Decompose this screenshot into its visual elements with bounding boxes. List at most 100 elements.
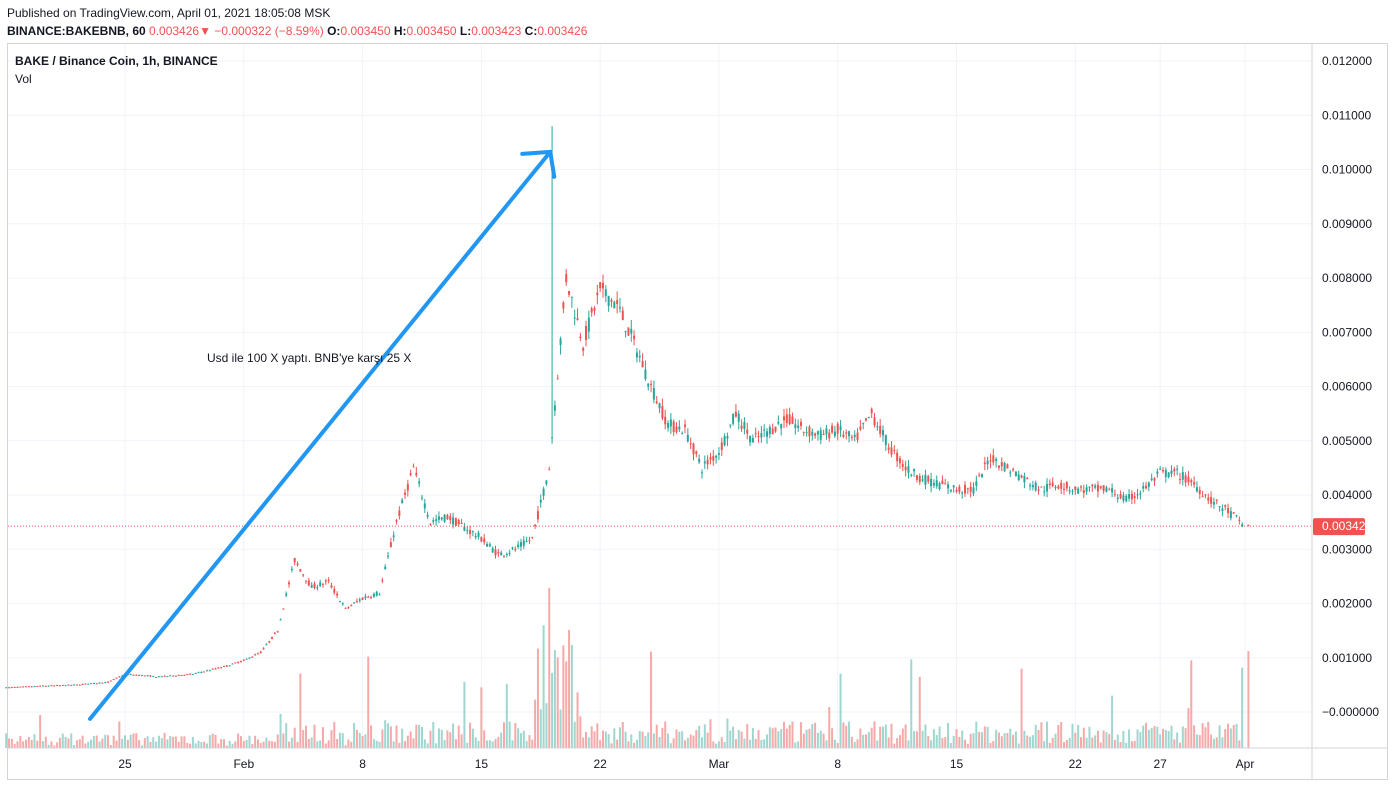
candle-body [112, 679, 115, 681]
candle-body [121, 675, 124, 677]
volume-bar [245, 740, 248, 748]
volume-bar [1111, 695, 1114, 748]
candle-body [239, 660, 242, 662]
volume-bar [576, 692, 579, 748]
volume-bar [879, 726, 882, 748]
candle-body [412, 466, 415, 468]
candle-body [1091, 484, 1094, 487]
volume-bar [692, 735, 695, 748]
volume-bar [980, 732, 983, 748]
candle-body [140, 675, 143, 677]
candle-body [460, 522, 463, 524]
candle-body [568, 290, 571, 295]
candle-body [169, 675, 172, 677]
candle-body [146, 675, 149, 677]
candle-body [562, 302, 565, 309]
candle-body [1043, 491, 1046, 493]
candle-body [98, 682, 101, 684]
candle-body [1034, 482, 1037, 491]
volume-bar [845, 725, 848, 748]
candle-body [650, 383, 653, 385]
candle-body [313, 583, 316, 588]
volume-bar [650, 651, 653, 748]
volume-bar [1094, 735, 1097, 748]
candle-body [791, 416, 794, 424]
volume-bar [140, 745, 143, 748]
candle-body [370, 597, 373, 599]
volume-bar [177, 741, 180, 748]
volume-bar [389, 726, 392, 748]
candle-body [949, 489, 952, 492]
time-axis[interactable]: 25 Feb 8 15 22 Mar 8 15 22 27 Apr [118, 757, 1254, 771]
candle-body [191, 674, 194, 676]
candle-body [115, 677, 118, 679]
candle-body [347, 607, 350, 609]
volume-bar [73, 745, 76, 748]
candle-body [805, 432, 808, 434]
candle-body [534, 524, 537, 527]
candle-body [989, 460, 992, 462]
volume-bar [279, 713, 282, 748]
chart-frame[interactable] [7, 43, 1388, 780]
candle-body [1071, 491, 1074, 493]
candle-body [915, 475, 918, 480]
volume-bar [686, 737, 689, 748]
volume-bar [1170, 725, 1173, 748]
candle-body [1147, 482, 1150, 487]
candle-body [582, 348, 585, 351]
annotation-text[interactable]: Usd ile 100 X yaptı. BNB'ye karşı 25 X [207, 351, 411, 365]
candle-body [16, 686, 19, 688]
price-axis[interactable]: 0.012000 0.011000 0.010000 0.009000 0.008000… [1322, 54, 1379, 719]
candle-body [531, 536, 534, 538]
volume-bar [944, 737, 947, 748]
volume-bar [545, 703, 548, 748]
candle-body [576, 318, 579, 321]
volume-bar [494, 739, 497, 748]
candle-body [517, 544, 520, 548]
volume-bar [5, 733, 8, 748]
volume-bar [404, 741, 407, 748]
candle-body [1153, 478, 1156, 481]
volume-bar [313, 724, 316, 748]
candle-body [1247, 524, 1250, 527]
volume-bar [978, 731, 981, 748]
trend-arrow[interactable] [88, 149, 557, 721]
volume-bar [607, 734, 610, 748]
candle-body [75, 684, 78, 686]
volume-bar [262, 741, 265, 748]
candle-body [214, 668, 217, 670]
volume-bar [423, 739, 426, 748]
volume-bar [488, 740, 491, 748]
candle-body [155, 676, 158, 678]
volume-bar [271, 741, 274, 748]
volume-bar [395, 725, 398, 748]
volume-bar [1159, 734, 1162, 748]
candle-body [53, 685, 56, 687]
volume-bar [378, 741, 381, 748]
candle-body [1207, 497, 1210, 501]
volume-bar [78, 739, 81, 748]
candle-body [975, 481, 978, 486]
candle-body [1088, 486, 1091, 488]
candle-body [1212, 501, 1215, 505]
candle-body [709, 457, 712, 460]
volume-bar [16, 741, 19, 748]
volume-bar [641, 731, 644, 748]
volume-bar [36, 740, 39, 748]
candle-body [681, 433, 684, 435]
volume-bar [859, 728, 862, 748]
candle-body [1204, 494, 1207, 496]
close-value: 0.003426 [537, 24, 588, 38]
candle-body [1164, 469, 1167, 478]
candle-body [1195, 487, 1198, 492]
candle-body [715, 455, 718, 458]
volume-bar [1020, 668, 1023, 748]
volume-bar [1096, 730, 1099, 748]
candle-body [1130, 493, 1133, 500]
candle-body [624, 331, 627, 333]
candle-body [282, 608, 285, 610]
volume-bar [1099, 742, 1102, 748]
volume-bar [604, 731, 607, 748]
volume-bar [562, 645, 565, 748]
